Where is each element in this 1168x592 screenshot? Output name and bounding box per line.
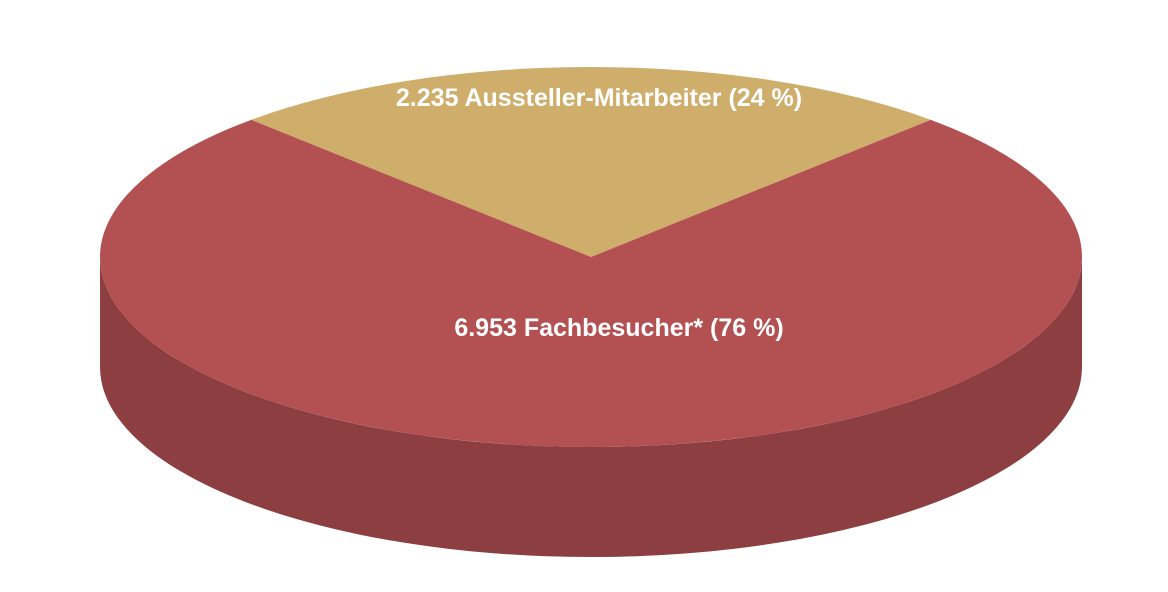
slice-label: 2.235 Aussteller-Mitarbeiter (24 %): [396, 84, 802, 112]
slice-label: 6.953 Fachbesucher* (76 %): [454, 314, 783, 342]
slice-side: [100, 257, 1082, 557]
slice: [100, 119, 1082, 448]
slice: [251, 67, 931, 258]
